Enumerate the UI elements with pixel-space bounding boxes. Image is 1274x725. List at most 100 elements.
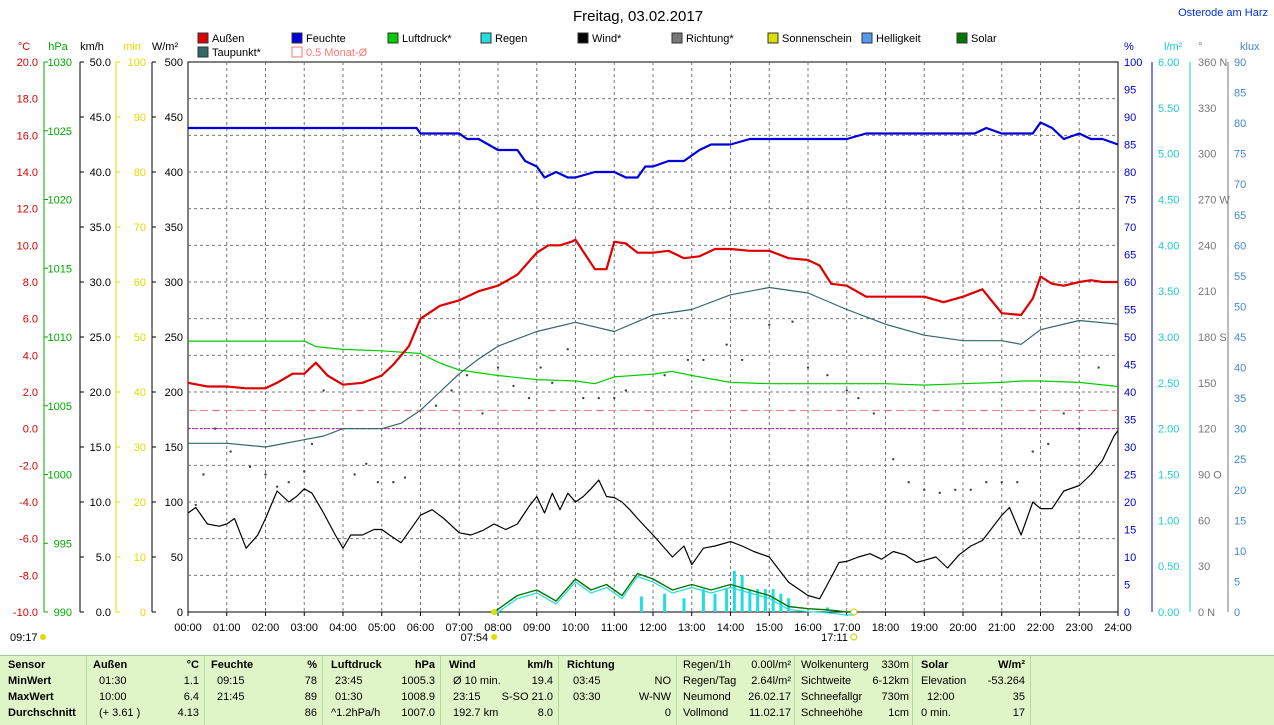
rain-bar bbox=[639, 596, 643, 612]
lux-axis-unit: klux bbox=[1240, 41, 1260, 53]
legend-label: 0.5 Monat-Ø bbox=[306, 47, 368, 59]
solar-tick-label: 350 bbox=[165, 222, 183, 234]
legend-label: Helligkeit bbox=[876, 33, 921, 45]
stats-value: 1007.0 bbox=[401, 707, 435, 719]
location-label: Osterode am Harz bbox=[1178, 7, 1268, 19]
sun-tick-label: 70 bbox=[134, 222, 146, 234]
lux-tick-label: 45 bbox=[1234, 332, 1246, 344]
stats-header-wind: Wind bbox=[449, 659, 476, 671]
stats-value: W-NW bbox=[638, 691, 671, 703]
hum-tick-label: 35 bbox=[1124, 415, 1136, 427]
lux-tick-label: 90 bbox=[1234, 57, 1246, 69]
direction-point bbox=[434, 404, 438, 407]
direction-point bbox=[229, 450, 232, 453]
direction-point bbox=[1031, 450, 1034, 453]
dir-axis-unit: ° bbox=[1198, 41, 1202, 53]
rain-bar bbox=[740, 575, 744, 612]
stats-label: Neumond bbox=[683, 691, 731, 703]
solar-tick-label: 200 bbox=[165, 387, 183, 399]
direction-point bbox=[954, 488, 957, 491]
weather-chart: Freitag, 03.02.2017 Osterode am Harz Auß… bbox=[10, 7, 1268, 644]
legend-swatch bbox=[197, 32, 209, 44]
sun-icon bbox=[40, 634, 46, 640]
rain-tick-label: 1.00 bbox=[1158, 515, 1179, 527]
rain-tick-label: 1.50 bbox=[1158, 470, 1179, 482]
temp-tick-label: -10.0 bbox=[13, 607, 38, 619]
rain-tick-label: 3.50 bbox=[1158, 286, 1179, 298]
stats-panel: Sensor MinWert MaxWert Durchschnitt Auße… bbox=[0, 655, 1274, 725]
time-tick-label: 05:00 bbox=[368, 622, 396, 634]
sun-tick-label: 100 bbox=[128, 57, 146, 69]
stats-value: 8.0 bbox=[537, 707, 553, 719]
direction-point bbox=[806, 366, 810, 369]
stats-value: NO bbox=[654, 675, 672, 687]
legend-swatch bbox=[861, 32, 873, 44]
time-tick-label: 10:00 bbox=[562, 622, 590, 634]
press-axis-unit: hPa bbox=[48, 41, 68, 53]
legend-swatch bbox=[480, 32, 492, 44]
direction-point bbox=[419, 427, 422, 430]
rain-tick-label: 0.50 bbox=[1158, 561, 1179, 573]
direction-point bbox=[303, 470, 306, 473]
direction-point bbox=[1047, 442, 1050, 446]
stats-value: 35 bbox=[1012, 691, 1025, 703]
stats-header-luftdruck: Luftdruck bbox=[331, 659, 382, 671]
temp-tick-label: 20.0 bbox=[17, 57, 38, 69]
time-tick-label: 19:00 bbox=[910, 622, 938, 634]
hum-tick-label: 10 bbox=[1124, 552, 1136, 564]
dir-tick-label: 300 bbox=[1198, 149, 1216, 161]
stats-label: Elevation bbox=[921, 675, 967, 687]
stats-value: 1.1 bbox=[183, 675, 199, 687]
temp-tick-label: -8.0 bbox=[19, 570, 38, 582]
direction-point bbox=[275, 485, 279, 488]
hum-tick-label: 30 bbox=[1124, 442, 1136, 454]
stats-label: Regen/1h bbox=[683, 659, 731, 671]
direction-point bbox=[365, 462, 368, 466]
stats-header-solar: Solar bbox=[921, 659, 949, 671]
press-tick-label: 1015 bbox=[48, 263, 72, 275]
solar-tick-label: 150 bbox=[165, 442, 183, 454]
chart-legend: Außen Feuchte Luftdruck* Regen Wind* Richtung… bbox=[197, 32, 997, 59]
direction-point bbox=[353, 473, 356, 476]
rain-bars bbox=[639, 570, 829, 612]
direction-point bbox=[376, 480, 380, 484]
temp-tick-label: 10.0 bbox=[17, 240, 38, 252]
lux-tick-label: 55 bbox=[1234, 271, 1246, 283]
rain-tick-label: 5.00 bbox=[1158, 149, 1179, 161]
direction-point bbox=[857, 396, 860, 400]
dir-tick-label: 240 bbox=[1198, 240, 1216, 252]
stats-label: Schneehöhe bbox=[801, 707, 863, 719]
direction-point bbox=[566, 348, 569, 351]
series-lines bbox=[187, 121, 1119, 616]
wind-tick-label: 50.0 bbox=[90, 57, 111, 69]
series-line-feuchte bbox=[188, 121, 1119, 179]
solar-tick-label: 400 bbox=[165, 167, 183, 179]
sun-tick-label: 60 bbox=[134, 277, 146, 289]
rain-bar bbox=[713, 593, 717, 612]
hum-tick-label: 85 bbox=[1124, 140, 1136, 152]
stats-unit: % bbox=[307, 659, 317, 671]
stats-col-wind: Wind km/h Ø 10 min. 19.4 23:15 S-SO 21.0… bbox=[440, 656, 559, 725]
wind-tick-label: 10.0 bbox=[90, 497, 111, 509]
stats-unit: km/h bbox=[527, 659, 553, 671]
stats-value: 1cm bbox=[888, 707, 909, 719]
sunrise-label: 07:54 bbox=[461, 632, 489, 644]
legend-swatch bbox=[291, 32, 303, 44]
rain-tick-label: 4.50 bbox=[1158, 195, 1179, 207]
press-tick-label: 1000 bbox=[48, 470, 72, 482]
sunrise-icon bbox=[491, 634, 498, 640]
direction-point bbox=[539, 366, 542, 369]
direction-point bbox=[768, 323, 771, 326]
rain-tick-label: 0.00 bbox=[1158, 607, 1179, 619]
stats-time: 23:15 bbox=[453, 691, 481, 703]
stats-col-wolken: Wolkenunterg 330m Sichtweite 6-12km Schn… bbox=[794, 656, 913, 725]
legend-swatch bbox=[577, 32, 589, 44]
direction-point bbox=[624, 389, 628, 392]
time-tick-label: 12:00 bbox=[639, 622, 667, 634]
time-tick-label: 06:00 bbox=[407, 622, 435, 634]
temp-tick-label: 0.0 bbox=[23, 424, 38, 436]
time-tick-label: 02:00 bbox=[252, 622, 280, 634]
stats-value: 730m bbox=[881, 691, 909, 703]
grid bbox=[188, 62, 1118, 612]
stats-value: 1005.3 bbox=[401, 675, 435, 687]
